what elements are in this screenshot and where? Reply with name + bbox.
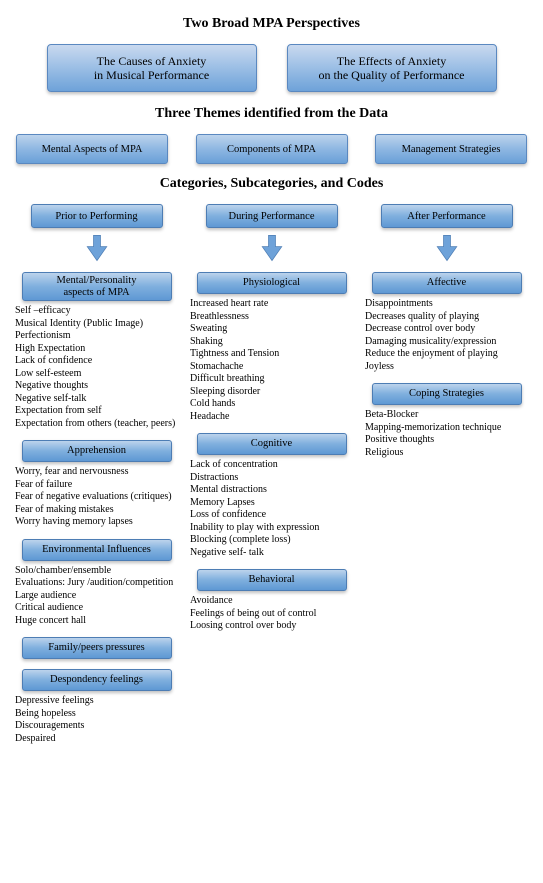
list-behavioral: AvoidanceFeelings of being out of contro… bbox=[186, 593, 357, 639]
arrow-down-icon bbox=[258, 234, 286, 262]
columns-wrap: Prior to Performing Mental/Personalityas… bbox=[10, 204, 533, 751]
arrow-down-icon bbox=[83, 234, 111, 262]
list-cognitive: Lack of concentrationDistractionsMental … bbox=[186, 457, 357, 565]
title-perspectives: Two Broad MPA Perspectives bbox=[10, 16, 533, 32]
list-coping: Beta-BlockerMapping-memorization techniq… bbox=[361, 407, 532, 465]
title-categories: Categories, Subcategories, and Codes bbox=[10, 176, 533, 192]
cat-environmental: Environmental Influences bbox=[22, 539, 172, 561]
stage-after: After Performance bbox=[381, 204, 513, 228]
cat-despondency: Despondency feelings bbox=[22, 669, 172, 691]
column-during: During Performance Physiological Increas… bbox=[189, 204, 354, 751]
list-apprehension: Worry, fear and nervousnessFear of failu… bbox=[11, 464, 182, 535]
list-despondency: Depressive feelingsBeing hopelessDiscour… bbox=[11, 693, 182, 751]
list-affective: DisappointmentsDecreases quality of play… bbox=[361, 296, 532, 379]
list-physiological: Increased heart rateBreathlessnessSweati… bbox=[186, 296, 357, 429]
list-environmental: Solo/chamber/ensembleEvaluations: Jury /… bbox=[11, 563, 182, 634]
stage-prior: Prior to Performing bbox=[31, 204, 163, 228]
themes-row: Mental Aspects of MPA Components of MPA … bbox=[10, 134, 533, 164]
theme-mental: Mental Aspects of MPA bbox=[16, 134, 168, 164]
title-themes: Three Themes identified from the Data bbox=[10, 106, 533, 122]
perspective-effects: The Effects of Anxietyon the Quality of … bbox=[287, 44, 497, 92]
cat-behavioral: Behavioral bbox=[197, 569, 347, 591]
cat-mental-personality: Mental/Personalityaspects of MPA bbox=[22, 272, 172, 301]
theme-management: Management Strategies bbox=[375, 134, 527, 164]
cat-physiological: Physiological bbox=[197, 272, 347, 294]
cat-family-peers: Family/peers pressures bbox=[22, 637, 172, 659]
cat-apprehension: Apprehension bbox=[22, 440, 172, 462]
perspective-causes: The Causes of Anxietyin Musical Performa… bbox=[47, 44, 257, 92]
column-prior: Prior to Performing Mental/Personalityas… bbox=[14, 204, 179, 751]
list-mental-personality: Self –efficacyMusical Identity (Public I… bbox=[11, 303, 182, 436]
theme-components: Components of MPA bbox=[196, 134, 348, 164]
perspectives-row: The Causes of Anxietyin Musical Performa… bbox=[10, 44, 533, 92]
cat-affective: Affective bbox=[372, 272, 522, 294]
column-after: After Performance Affective Disappointme… bbox=[364, 204, 529, 751]
cat-cognitive: Cognitive bbox=[197, 433, 347, 455]
cat-coping: Coping Strategies bbox=[372, 383, 522, 405]
stage-during: During Performance bbox=[206, 204, 338, 228]
arrow-down-icon bbox=[433, 234, 461, 262]
